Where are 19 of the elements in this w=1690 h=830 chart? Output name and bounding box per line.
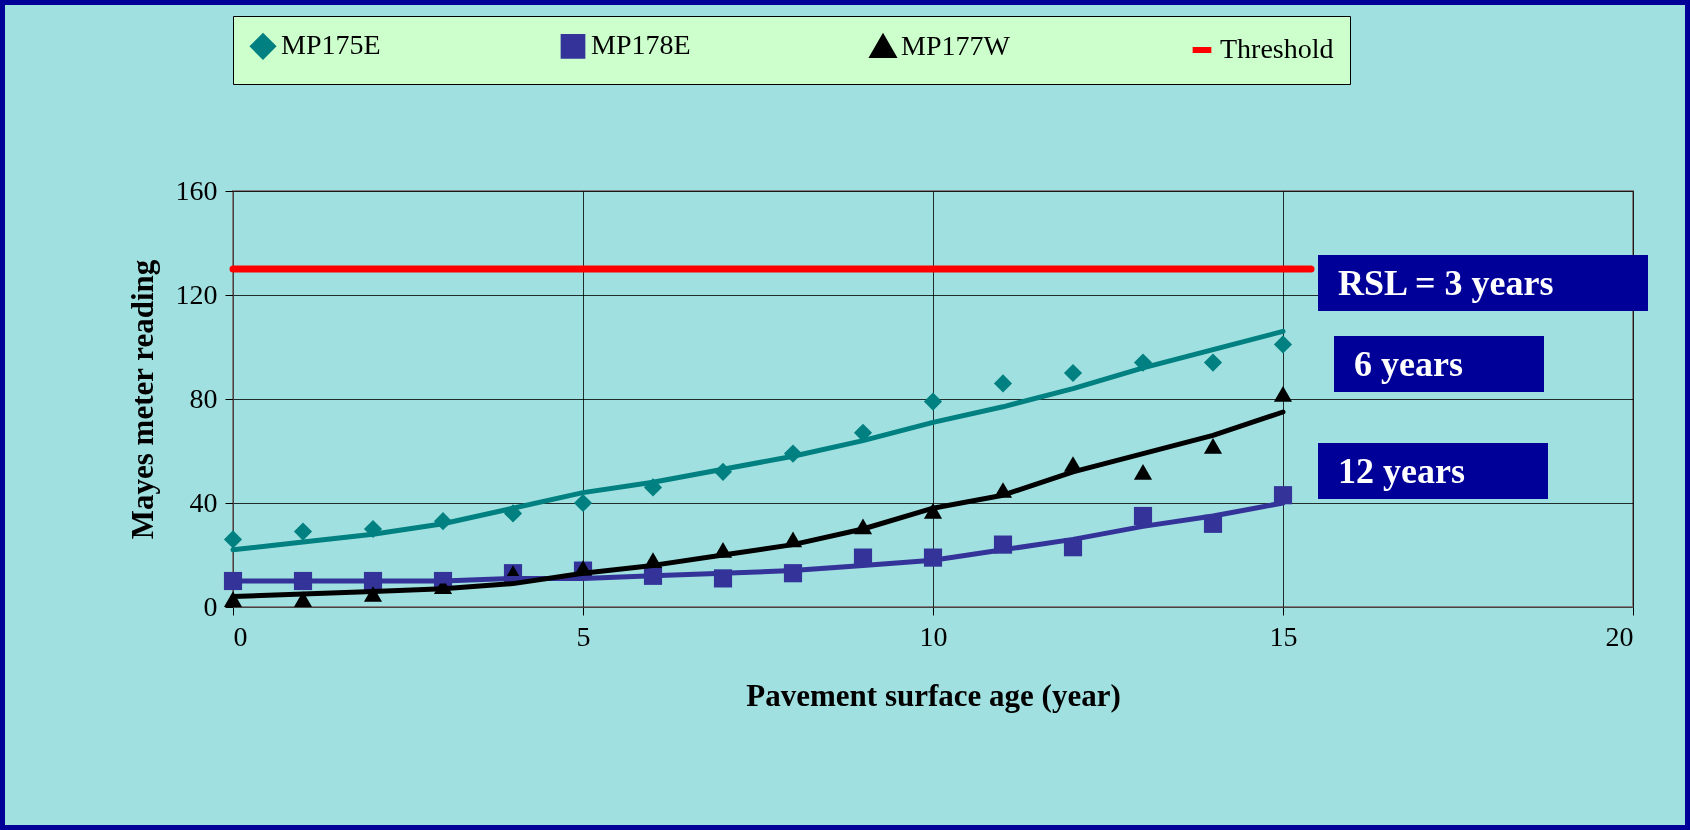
y-tick-label: 0 — [203, 590, 218, 622]
annotation: 6 years — [1354, 344, 1463, 384]
legend-label: MP175E — [281, 29, 381, 61]
y-tick-label: 160 — [175, 174, 218, 206]
y-tick-label: 40 — [189, 486, 218, 518]
legend-label: MP177W — [901, 29, 1011, 61]
y-axis-title: Mayes meter reading — [124, 259, 160, 540]
x-tick-label: 20 — [1605, 620, 1634, 652]
annotation: RSL = 3 years — [1338, 263, 1554, 303]
x-axis-title: Pavement surface age (year) — [746, 677, 1121, 713]
x-tick-label: 10 — [919, 620, 948, 652]
legend-label: Threshold — [1220, 33, 1334, 64]
y-tick-label: 80 — [189, 382, 218, 414]
annotation: 12 years — [1338, 451, 1465, 491]
x-tick-label: 15 — [1269, 620, 1298, 652]
y-tick-label: 120 — [175, 278, 218, 310]
x-tick-label: 0 — [233, 620, 248, 652]
x-tick-label: 5 — [576, 620, 591, 652]
legend-label: MP178E — [591, 29, 691, 61]
